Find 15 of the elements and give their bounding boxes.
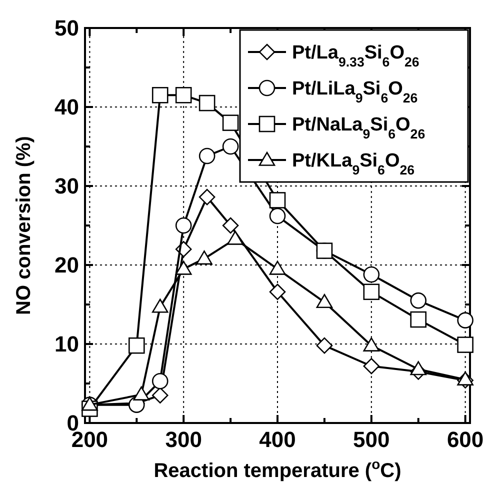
x-tick-label: 400 <box>259 427 296 452</box>
y-tick-label: 30 <box>54 174 79 199</box>
legend-label: Pt/La$_{9.33}$Si$_{6}$O$_{26}$ <box>292 42 420 70</box>
x-tick-label: 500 <box>353 427 390 452</box>
x-axis-title: Reaction temperature ($^{o}$C) <box>154 456 402 482</box>
legend-label: Pt/LiLa$_{9}$Si$_{6}$O$_{26}$ <box>292 78 418 106</box>
legend-label: Pt/NaLa$_{9}$Si$_{6}$O$_{26}$ <box>292 114 426 142</box>
x-tick-label: 600 <box>446 427 484 452</box>
y-axis-title: NO conversion (%) <box>13 136 35 315</box>
x-tick-label: 300 <box>165 427 202 452</box>
y-tick-label: 40 <box>54 94 79 120</box>
y-tick-label: 20 <box>54 252 79 278</box>
y-tick-label: 50 <box>54 16 79 41</box>
legend-label: Pt/KLa$_{9}$Si$_{6}$O$_{26}$ <box>292 150 415 178</box>
y-tick-label: 10 <box>54 332 79 357</box>
